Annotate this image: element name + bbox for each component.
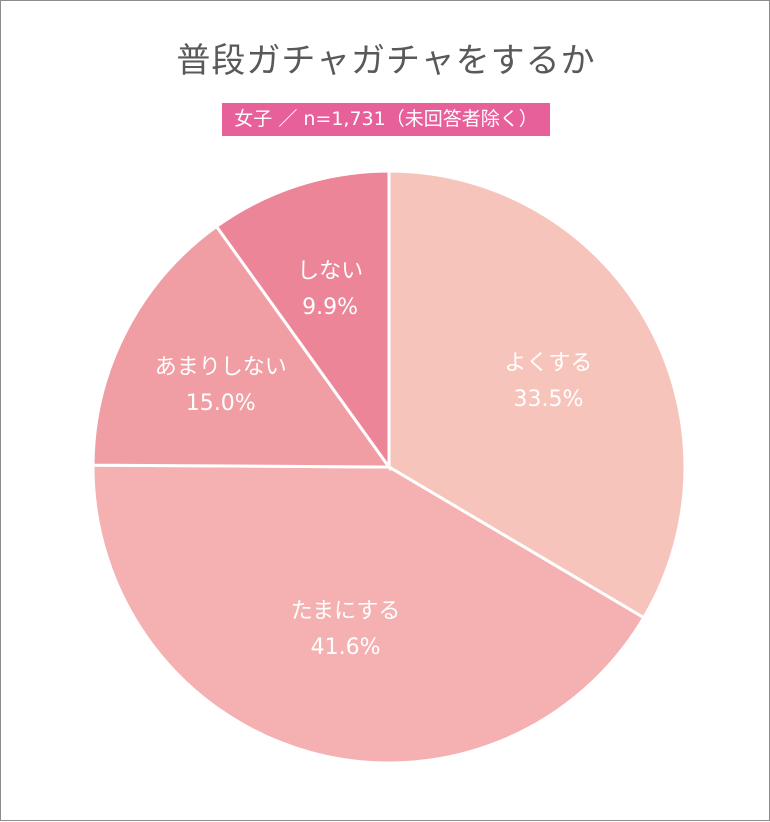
slice-label-3: あまりしない [155, 355, 287, 380]
slice-value-3: 15.0% [186, 391, 256, 416]
slice-label-4: しない [297, 259, 363, 284]
pie-slice-3 [91, 224, 392, 469]
slice-label-1: よくする [504, 351, 592, 376]
slice-value-1: 33.5% [513, 387, 583, 412]
pie-slice-2 [91, 463, 646, 765]
slice-value-4: 9.9% [302, 295, 358, 320]
chart-title: 普段ガチャガチャをするか [176, 41, 596, 81]
slice-value-2: 41.6% [311, 635, 381, 660]
chart-subtitle-badge: 女子 ／ n=1,731（未回答者除く） [222, 103, 550, 136]
pie-slice-1 [387, 169, 687, 620]
pie-slice-4 [214, 169, 391, 472]
slice-label-2: たまにする [291, 599, 401, 624]
